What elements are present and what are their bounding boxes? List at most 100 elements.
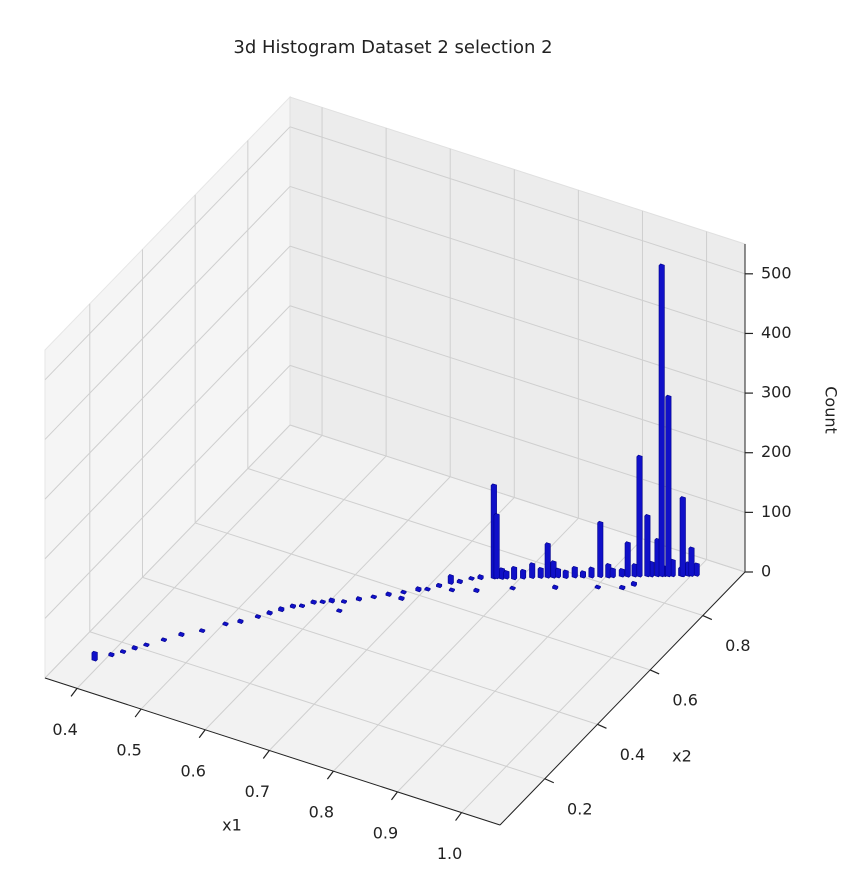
bar [91,650,98,662]
y-tick [544,778,555,784]
grid-line [289,185,746,334]
bar [609,567,616,579]
grid-line [44,186,291,440]
y-tick-label: 0.4 [620,745,645,764]
grid-line [44,245,291,500]
y-tick-label: 0.2 [567,799,592,818]
y-tick [597,723,607,729]
grid-line [140,455,387,710]
bar [336,608,343,614]
bar [298,603,306,609]
bar [679,496,686,578]
bar [618,568,625,578]
x-tick-label: 0.8 [309,803,334,822]
bar [552,584,559,590]
bar [254,614,261,619]
grid-line [44,305,291,560]
bar [571,565,578,579]
bar [355,596,362,602]
bar [319,599,326,605]
z-tick-label: 300 [761,383,792,402]
x-tick [70,687,78,697]
grid-line [44,126,291,381]
bar [630,580,637,587]
bar [237,618,244,624]
bar [550,560,557,579]
grid-line [44,365,291,619]
bar [447,574,454,585]
grid-line [289,126,746,275]
bar [120,649,127,654]
z-tick-label: 100 [761,502,792,521]
bar [199,628,206,634]
bar [143,642,150,648]
bar [636,454,643,578]
x-tick-label: 0.4 [52,720,77,739]
y-tick [649,669,660,675]
bar [370,594,377,600]
x-tick-label: 0.5 [116,741,141,760]
plot-area: 0.4 0.5 0.6 0.7 0.8 0.9 1.0 0.2 0.4 0.6 0.8 0 100 200… [44,95,792,863]
chart-title: 3d Histogram Dataset 2 selection 2 [233,37,552,58]
bar [415,586,422,593]
x-tick-label: 0.7 [245,782,270,801]
bar [688,546,695,577]
x-tick [326,770,334,780]
bar [597,520,604,579]
grid-line [247,468,704,617]
axis-line [499,571,746,826]
x-tick-label: 0.6 [180,761,205,780]
x-tick [455,812,463,821]
grid-line [195,522,651,671]
grid-line [333,517,579,772]
bar [473,587,480,594]
bar [544,542,551,579]
grid-line [44,424,291,679]
bar [310,599,317,605]
bar [436,582,443,589]
axis-line [44,677,501,826]
bar [340,599,348,604]
bar [554,567,562,579]
bar [537,566,544,579]
bar [520,568,527,580]
grid-line [76,435,323,689]
bar [477,574,484,581]
bar [400,589,407,595]
bar [468,576,475,581]
y-axis-title: x2 [672,747,692,766]
x-axis-title: x1 [222,816,242,835]
bar [448,587,455,593]
bar [424,586,431,592]
bar [665,394,672,578]
z-tick-label: 400 [761,323,792,342]
x-tick-label: 0.9 [373,823,398,842]
bar [529,562,536,579]
x-tick [390,791,398,801]
bar [509,585,516,591]
bar [178,631,185,638]
grid-line [204,476,451,731]
bar [624,541,631,578]
grid-line [461,559,707,813]
bar [493,513,500,580]
bar [131,645,138,651]
grid-line [89,631,545,780]
y-tick [702,614,713,621]
grid-line [268,497,515,751]
z-tick-label: 500 [761,263,792,282]
grid-line [397,538,643,793]
bar [398,595,405,602]
bar [385,591,392,597]
bar [594,584,601,590]
bar [619,584,626,591]
y-tick-label: 0.8 [725,636,750,655]
bar [658,263,665,578]
bar [511,565,518,581]
bar [631,563,638,578]
z-axis-title: Count [822,386,841,434]
bar [693,562,700,577]
x-tick-label: 1.0 [437,844,462,863]
bar [289,603,296,609]
